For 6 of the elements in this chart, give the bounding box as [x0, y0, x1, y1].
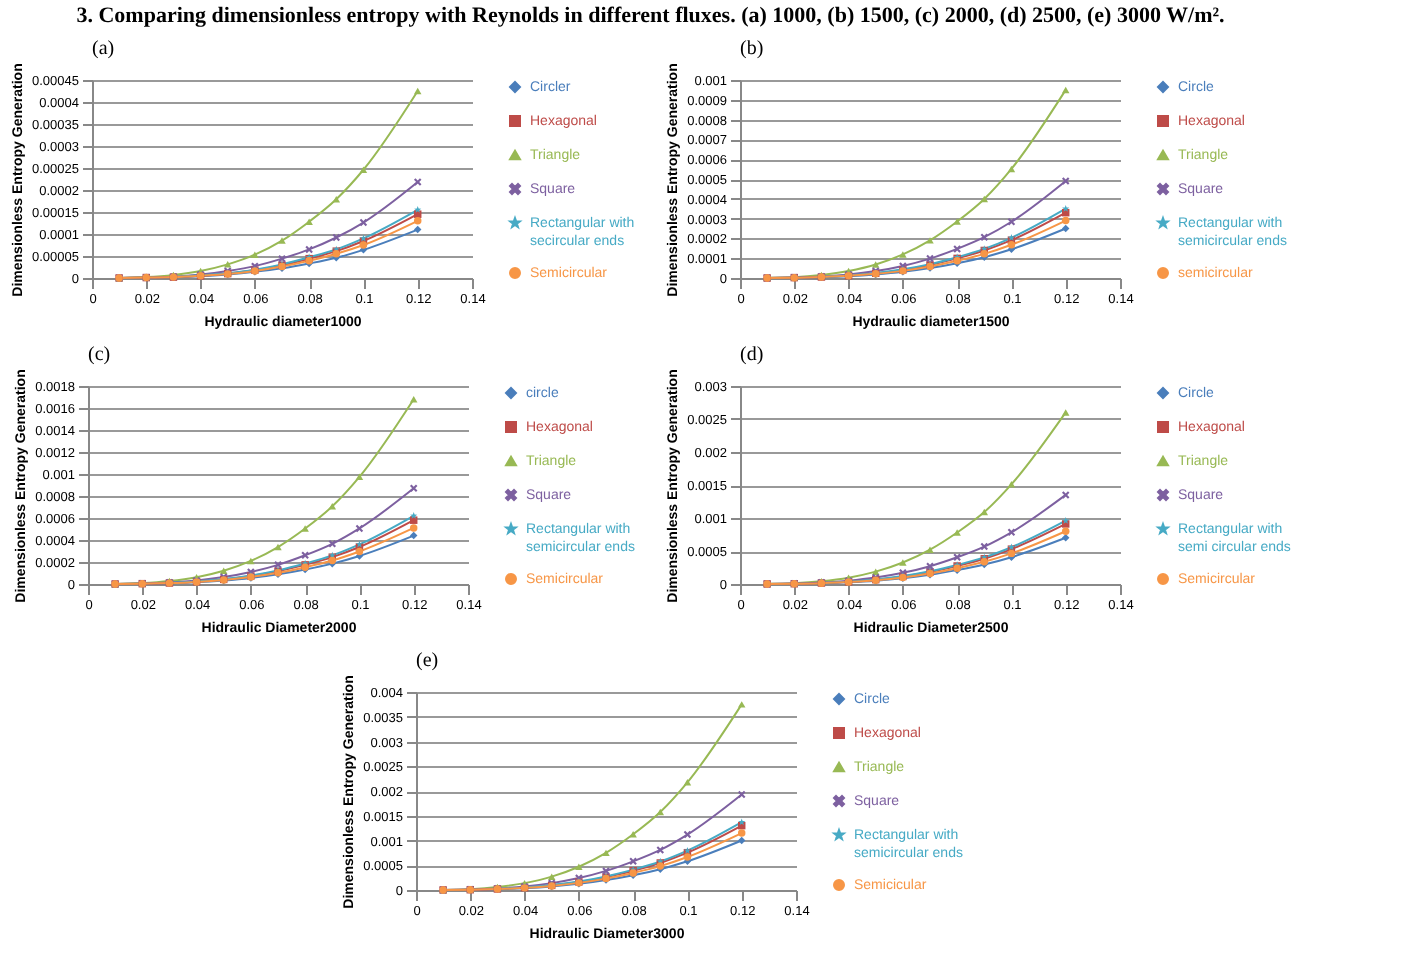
chart-title: (b) [740, 38, 764, 61]
chart-title: (c) [88, 344, 111, 367]
chart-title: (a) [92, 38, 115, 61]
text: 3. Comparing dimensionless entropy with Reynolds in different fluxes. (a) 1000, (b) 1500, (c) 2000, (d) 2500, (e) 3000 W/m². [76, 4, 1226, 29]
chart-title: (e) [416, 650, 439, 673]
chart-title: (d) [740, 344, 764, 367]
